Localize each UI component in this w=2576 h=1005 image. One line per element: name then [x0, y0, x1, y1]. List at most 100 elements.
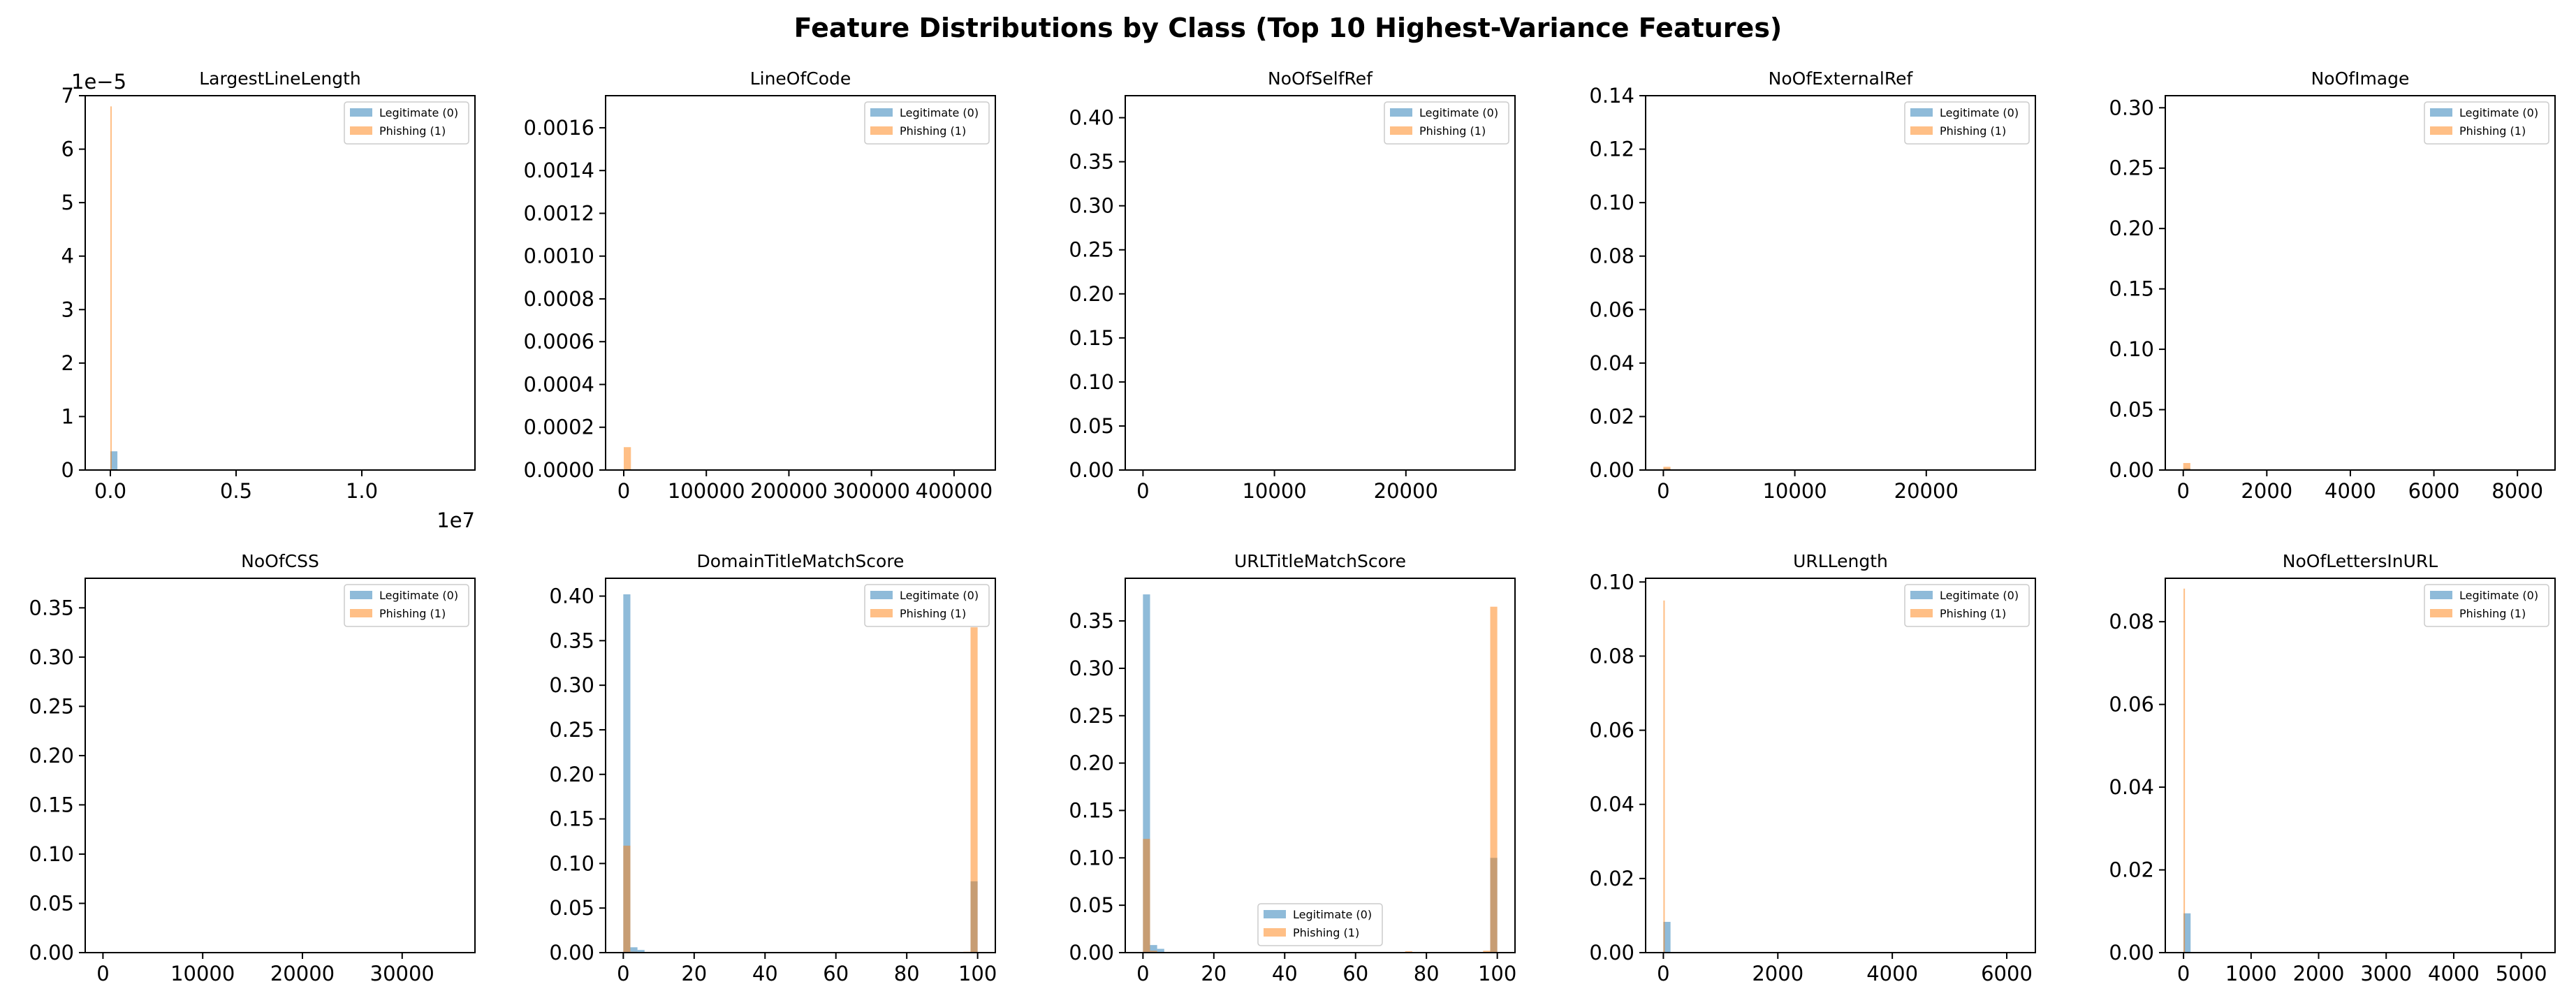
- axes-frame: [1645, 578, 2036, 953]
- y-tick-label: 0.04: [1589, 351, 1634, 375]
- y-tick-label: 0.06: [1589, 719, 1634, 742]
- y-tick-label: 0.00: [1589, 458, 1634, 482]
- subplot-4: NoOfExternalRef 0 10000 20000 0.00 0.02 0.04 0.…: [1589, 68, 2036, 503]
- legend-label: Legitimate (0): [1940, 106, 2019, 119]
- y-tick-label: 0.10: [1589, 570, 1634, 594]
- y-tick-label: 2: [61, 351, 74, 375]
- y-tick-label: 1: [61, 404, 74, 428]
- y-tick-label: 0.35: [29, 596, 74, 619]
- y-tick-label: 0.25: [1069, 704, 1114, 728]
- y-tick-label: 0.0014: [524, 159, 594, 182]
- legend-box: [2424, 584, 2549, 627]
- y-tick-label: 0.25: [549, 718, 594, 742]
- legend-label: Phishing (1): [2459, 607, 2526, 620]
- histogram-bar-legitimate: [637, 950, 645, 953]
- y-tick-label: 0.0016: [524, 116, 594, 140]
- legend-swatch-phishing: [1264, 928, 1286, 937]
- y-tick-label: 7: [61, 84, 74, 108]
- y-tick-label: 0.0002: [524, 416, 594, 439]
- y-tick-label: 0.25: [1069, 238, 1114, 262]
- y-tick-label: 0.15: [2109, 277, 2154, 301]
- y-tick-label: 4: [61, 244, 74, 268]
- legend-swatch-legitimate: [1264, 910, 1286, 918]
- x-tick-label: 20: [681, 962, 707, 985]
- legend-swatch-legitimate: [870, 108, 893, 117]
- axes-frame: [605, 95, 996, 471]
- legend-label: Phishing (1): [379, 124, 446, 138]
- histogram-bar-legitimate: [110, 451, 118, 470]
- legend-label: Legitimate (0): [379, 589, 458, 602]
- legend-label: Legitimate (0): [900, 106, 979, 119]
- histogram-bar-legitimate: [630, 947, 638, 953]
- legend-box: [2424, 101, 2549, 145]
- x-tick-label: 0: [1657, 962, 1669, 985]
- legend-box: [1257, 903, 1383, 946]
- legend-box: [1384, 101, 1509, 145]
- x-tick-label: 0: [617, 962, 629, 985]
- y-offset-label: 1e−5: [71, 70, 126, 94]
- y-tick-label: 0.00: [1069, 941, 1114, 964]
- y-tick-label: 0.20: [2109, 217, 2154, 240]
- subplot-title: URLLength: [1793, 551, 1888, 571]
- subplot-8: URLTitleMatchScore 0 20 40 60 80 100 0.00 0.05 0.…: [1069, 551, 1516, 985]
- histogram-bar-legitimate: [2183, 913, 2191, 953]
- subplot-1: LargestLineLength 0.0 0.5 1.0 0 1 2 3 4 5 6 71e−5 1e…: [61, 68, 476, 532]
- x-tick-label: 0.0: [94, 479, 126, 503]
- y-tick-label: 0.30: [1069, 194, 1114, 218]
- legend-label: Phishing (1): [1940, 607, 2006, 620]
- y-tick-label: 0.25: [2109, 156, 2154, 180]
- x-tick-label: 0: [2176, 479, 2189, 503]
- histogram-bar-legitimate: [1150, 945, 1157, 953]
- y-tick-label: 0.05: [1069, 893, 1114, 917]
- x-tick-label: 40: [752, 962, 778, 985]
- subplot-9: URLLength 0 2000 4000 6000 0.00 0.02 0.04 0.06 0.…: [1589, 551, 2036, 985]
- legend-swatch-legitimate: [350, 591, 372, 599]
- x-offset-label: 1e7: [437, 508, 475, 532]
- subplot-2: LineOfCode 0 100000 200000 300000 400000 0.000…: [524, 68, 996, 503]
- x-tick-label: 4000: [1866, 962, 1918, 985]
- legend-swatch-legitimate: [1910, 591, 1933, 599]
- legend: Legitimate (0) Phishing (1): [344, 584, 469, 627]
- y-tick-label: 0.35: [1069, 609, 1114, 633]
- y-tick-label: 0.04: [2109, 775, 2154, 799]
- legend-swatch-legitimate: [870, 591, 893, 599]
- legend-label: Legitimate (0): [2459, 106, 2538, 119]
- x-tick-label: 20000: [1894, 479, 1959, 503]
- legend-box: [864, 584, 990, 627]
- histogram-bar-phishing: [623, 845, 631, 953]
- y-tick-label: 0.40: [549, 585, 594, 608]
- x-tick-label: 0: [1136, 962, 1149, 985]
- y-tick-label: 0.04: [1589, 793, 1634, 816]
- y-tick-label: 0.00: [1069, 458, 1114, 482]
- y-tick-label: 0.30: [29, 645, 74, 669]
- legend-label: Phishing (1): [379, 607, 446, 620]
- x-tick-label: 2000: [1752, 962, 1803, 985]
- legend: Legitimate (0) Phishing (1): [2424, 101, 2549, 145]
- subplot-title: LargestLineLength: [199, 68, 361, 89]
- histogram-bar-phishing: [970, 627, 978, 953]
- legend: Legitimate (0) Phishing (1): [2424, 584, 2549, 627]
- y-tick-label: 0.02: [1589, 404, 1634, 428]
- legend-label: Legitimate (0): [1940, 589, 2019, 602]
- x-tick-label: 60: [823, 962, 849, 985]
- x-tick-label: 3000: [2360, 962, 2412, 985]
- subplot-title: NoOfCSS: [241, 551, 319, 571]
- legend-label: Phishing (1): [1419, 124, 1486, 138]
- y-tick-label: 0.30: [549, 673, 594, 697]
- histogram-bar-legitimate: [1663, 921, 1671, 953]
- x-tick-label: 100000: [668, 479, 745, 503]
- histogram-bar-phishing: [1663, 467, 1671, 470]
- x-tick-label: 80: [894, 962, 920, 985]
- legend: Legitimate (0) Phishing (1): [864, 584, 990, 627]
- legend-swatch-phishing: [1390, 126, 1412, 135]
- x-tick-label: 60: [1342, 962, 1368, 985]
- histogram-bar-legitimate: [1143, 594, 1150, 953]
- x-tick-label: 300000: [833, 479, 910, 503]
- axes-frame: [1125, 578, 1516, 953]
- y-tick-label: 0.15: [1069, 798, 1114, 822]
- x-tick-label: 4000: [2325, 479, 2376, 503]
- histogram-bar-phishing: [1150, 951, 1157, 953]
- histogram-bar-phishing: [1483, 951, 1491, 953]
- y-tick-label: 0.10: [1069, 370, 1114, 394]
- y-tick-label: 0.20: [1069, 282, 1114, 306]
